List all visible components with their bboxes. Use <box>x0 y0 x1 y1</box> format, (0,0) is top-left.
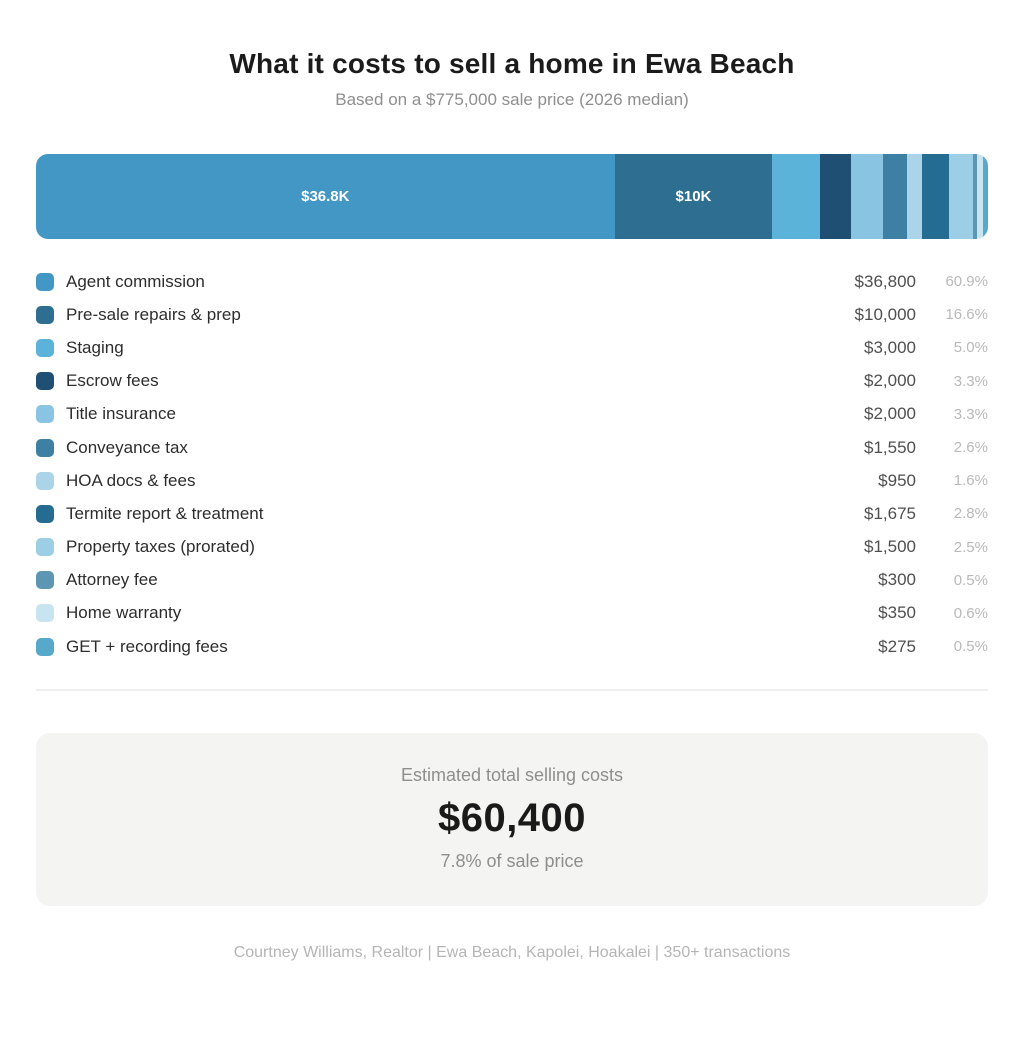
infographic: What it costs to sell a home in Ewa Beac… <box>0 48 1024 962</box>
bar-segment-6 <box>882 154 908 239</box>
footer-attribution: Courtney Williams, Realtor | Ewa Beach, … <box>233 944 791 962</box>
legend-swatch-icon <box>36 272 54 291</box>
bar-segment-10 <box>972 154 978 239</box>
bar-segment-9 <box>948 154 973 239</box>
legend-item-label: GET + recording fees <box>66 636 228 656</box>
legend-swatch-icon <box>36 305 54 324</box>
legend-item-label: Agent commission <box>66 271 205 291</box>
legend-row-5: Title insurance $2,000 3.3% <box>36 398 988 431</box>
stacked-bar: $36.8K $10K <box>36 154 988 239</box>
summary-card: Estimated total selling costs $60,400 7.… <box>36 733 988 907</box>
legend-item-value: $275 <box>878 636 916 656</box>
legend-item-percent: 2.5% <box>953 538 988 556</box>
bar-segment-8 <box>922 154 949 239</box>
legend-item-label: Home warranty <box>66 603 182 623</box>
legend-item-value: $300 <box>878 570 916 590</box>
legend-item-label: Attorney fee <box>66 570 158 590</box>
legend: Agent commission $36,800 60.9% Pre-sale rep… <box>36 265 988 663</box>
legend-swatch-icon <box>36 405 54 424</box>
bar-segment-1: $36.8K <box>36 154 615 239</box>
legend-item-percent: 60.9% <box>945 273 988 291</box>
legend-item-value: $2,000 <box>864 371 916 391</box>
summary-label: Estimated total selling costs <box>400 765 624 786</box>
legend-item-value: $2,000 <box>864 404 916 424</box>
legend-item-percent: 2.6% <box>953 439 988 457</box>
legend-row-10: Attorney fee $300 0.5% <box>36 564 988 597</box>
bar-segment-12 <box>983 154 988 239</box>
bar-segment-11 <box>977 154 984 239</box>
legend-item-label: HOA docs & fees <box>66 470 196 490</box>
legend-row-11: Home warranty $350 0.6% <box>36 597 988 630</box>
divider <box>36 689 988 692</box>
legend-row-2: Pre-sale repairs & prep $10,000 16.6% <box>36 298 988 331</box>
legend-item-value: $1,675 <box>864 503 916 523</box>
legend-row-4: Escrow fees $2,000 3.3% <box>36 365 988 398</box>
bar-segment-label-2: $10K <box>675 188 712 205</box>
legend-item-label: Title insurance <box>66 404 176 424</box>
legend-row-8: Termite report & treatment $1,675 2.8% <box>36 497 988 530</box>
legend-item-label: Termite report & treatment <box>66 503 264 523</box>
legend-swatch-icon <box>36 604 54 623</box>
legend-swatch-icon <box>36 471 54 490</box>
bar-segment-7 <box>907 154 923 239</box>
bar-segment-3 <box>772 154 820 239</box>
bar-segment-4 <box>819 154 852 239</box>
legend-item-percent: 16.6% <box>945 306 988 324</box>
legend-item-label: Staging <box>66 337 124 357</box>
bar-segment-label-1: $36.8K <box>301 188 350 205</box>
bar-segment-5 <box>851 154 883 239</box>
legend-item-percent: 2.8% <box>953 505 988 523</box>
legend-swatch-icon <box>36 637 54 656</box>
legend-item-percent: 0.5% <box>953 638 988 656</box>
legend-swatch-icon <box>36 504 54 523</box>
legend-item-value: $10,000 <box>854 304 916 324</box>
legend-row-12: GET + recording fees $275 0.5% <box>36 630 988 663</box>
legend-item-percent: 3.3% <box>953 372 988 390</box>
page-title: What it costs to sell a home in Ewa Beac… <box>229 48 795 79</box>
legend-item-label: Conveyance tax <box>66 437 188 457</box>
legend-item-value: $950 <box>878 470 916 490</box>
legend-swatch-icon <box>36 372 54 391</box>
page-subtitle: Based on a $775,000 sale price (2026 med… <box>335 90 689 109</box>
legend-swatch-icon <box>36 571 54 590</box>
legend-swatch-icon <box>36 338 54 357</box>
legend-swatch-icon <box>36 538 54 557</box>
legend-item-value: $350 <box>878 603 916 623</box>
legend-item-percent: 1.6% <box>953 472 988 490</box>
summary-total-value: $60,400 <box>437 796 587 841</box>
legend-row-9: Property taxes (prorated) $1,500 2.5% <box>36 531 988 564</box>
legend-row-3: Staging $3,000 5.0% <box>36 331 988 364</box>
legend-item-percent: 3.3% <box>953 405 988 423</box>
legend-row-6: Conveyance tax $1,550 2.6% <box>36 431 988 464</box>
legend-item-value: $1,500 <box>864 537 916 557</box>
legend-item-label: Escrow fees <box>66 371 159 391</box>
legend-item-label: Property taxes (prorated) <box>66 537 255 557</box>
legend-item-label: Pre-sale repairs & prep <box>66 304 241 324</box>
legend-row-1: Agent commission $36,800 60.9% <box>36 265 988 298</box>
legend-item-percent: 0.5% <box>953 571 988 589</box>
legend-item-percent: 5.0% <box>953 339 988 357</box>
legend-item-percent: 0.6% <box>953 604 988 622</box>
legend-item-value: $36,800 <box>854 271 916 291</box>
bar-segment-2: $10K <box>614 154 773 239</box>
legend-item-value: $3,000 <box>864 337 916 357</box>
summary-note: 7.8% of sale price <box>440 851 584 872</box>
legend-row-7: HOA docs & fees $950 1.6% <box>36 464 988 497</box>
legend-swatch-icon <box>36 438 54 457</box>
legend-item-value: $1,550 <box>864 437 916 457</box>
